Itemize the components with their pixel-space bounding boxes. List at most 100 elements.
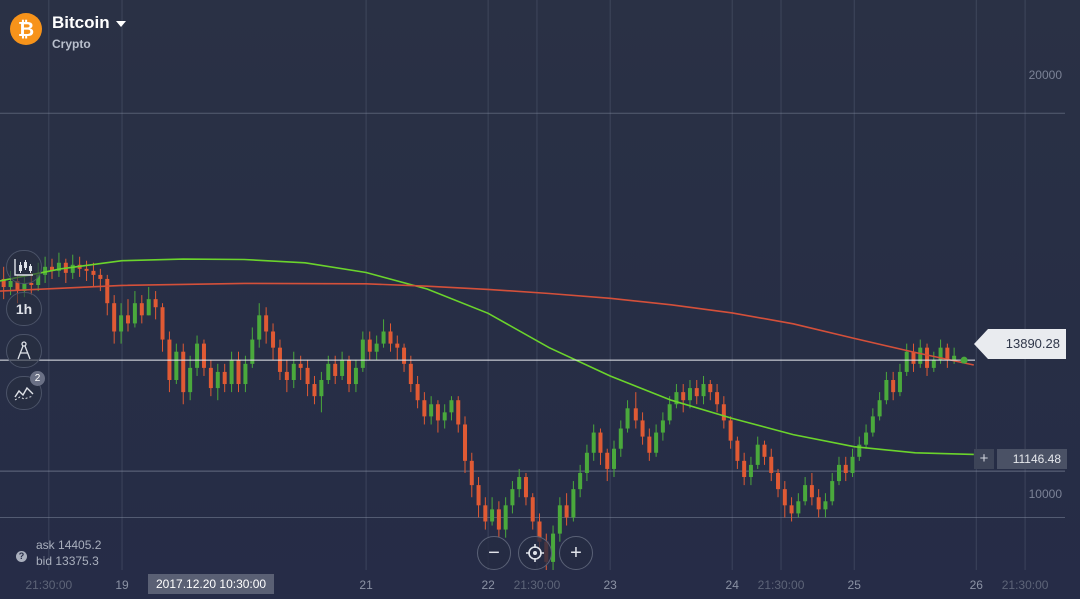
candle-body xyxy=(1,278,6,288)
moving-average-fast-line xyxy=(0,258,974,456)
candle-body xyxy=(584,452,589,473)
candle-body xyxy=(181,351,186,393)
candle-body xyxy=(836,464,841,482)
ask-label: ask xyxy=(36,538,55,552)
candle-body xyxy=(395,343,400,348)
x-tick-label: 24 xyxy=(725,578,739,592)
moving-averages xyxy=(0,258,974,456)
drawing-tools-icon xyxy=(17,341,31,360)
candle-body xyxy=(208,367,213,389)
candle-body xyxy=(15,280,20,292)
chart-grid xyxy=(0,0,1065,570)
candles xyxy=(1,252,957,570)
indicators-button[interactable]: 2 xyxy=(6,371,45,410)
candle-body xyxy=(864,432,869,445)
candle-body xyxy=(340,359,345,376)
moving-average-slow-line xyxy=(0,282,974,366)
candle-body xyxy=(769,456,774,473)
candle-body xyxy=(952,355,957,360)
x-tick-label: 21:30:00 xyxy=(1001,578,1049,592)
candle-body xyxy=(578,472,583,490)
candle-body xyxy=(367,339,372,352)
asset-title-row[interactable]: Bitcoin xyxy=(52,13,126,33)
candle-body xyxy=(91,270,96,275)
drawing-tools-button[interactable] xyxy=(6,334,42,368)
y-tick-label-10000: 10000 xyxy=(1028,487,1062,501)
candle-body xyxy=(762,444,767,457)
candle-body xyxy=(291,363,296,380)
candle-body xyxy=(931,359,936,368)
candle-body xyxy=(402,347,407,364)
candle-body xyxy=(201,343,206,368)
candle-body xyxy=(70,264,75,273)
candle-body xyxy=(625,408,630,429)
candle-body xyxy=(132,303,137,324)
candle-body xyxy=(721,404,726,421)
candle-body xyxy=(803,485,808,502)
candle-body xyxy=(897,371,902,393)
candle-body xyxy=(429,404,434,417)
candle-body xyxy=(496,509,501,530)
candle-body xyxy=(728,420,733,441)
candle-body xyxy=(503,505,508,530)
candle-body xyxy=(222,371,227,385)
candle-body xyxy=(435,404,440,421)
chart-type-button[interactable] xyxy=(6,250,42,284)
candle-body xyxy=(305,367,310,385)
center-chart-button[interactable] xyxy=(518,536,552,570)
candle-body xyxy=(463,424,468,461)
indicators-icon xyxy=(14,386,34,401)
candle-body xyxy=(647,436,652,453)
candle-body xyxy=(748,464,753,478)
candle-body xyxy=(50,266,55,271)
x-tick-label: 21 xyxy=(359,578,373,592)
candle-body xyxy=(945,347,950,360)
candle-body xyxy=(735,440,740,461)
candle-body xyxy=(415,384,420,401)
caret-down-icon[interactable] xyxy=(115,21,126,27)
candle-body xyxy=(29,282,34,285)
bid-value: 13375.3 xyxy=(55,554,99,568)
candle-body xyxy=(715,392,720,405)
candle-body xyxy=(98,274,103,279)
zoom-out-button[interactable]: − xyxy=(477,536,511,570)
x-tick-label: 21:30:00 xyxy=(25,578,73,592)
candle-body xyxy=(353,367,358,385)
candle-body xyxy=(830,481,835,502)
candle-body xyxy=(422,400,427,417)
last-price-dot xyxy=(960,356,968,364)
candle-body xyxy=(591,432,596,453)
x-tick-label: 21:30:00 xyxy=(757,578,805,592)
candle-body xyxy=(36,274,41,285)
candle-body xyxy=(557,505,562,534)
candle-body xyxy=(381,331,386,344)
price-level-tag: + 11146.48 xyxy=(974,449,1067,469)
candle-body xyxy=(84,268,89,271)
zoom-in-button[interactable]: + xyxy=(559,536,593,570)
candle-body xyxy=(843,464,848,473)
candle-body xyxy=(442,412,447,421)
candle-body xyxy=(284,371,289,380)
candle-body xyxy=(146,299,151,316)
candle-body xyxy=(476,485,481,506)
candle-body xyxy=(654,432,659,453)
add-level-button[interactable]: + xyxy=(974,449,994,469)
candle-body xyxy=(250,339,255,364)
left-toolbar: 1h 2 xyxy=(6,250,45,418)
candle-body xyxy=(796,501,801,514)
candlestick-chart-icon xyxy=(14,259,33,276)
asset-selector[interactable]: ₿ Bitcoin Crypto xyxy=(10,13,126,51)
current-price-value: 13890.28 xyxy=(988,329,1066,359)
candle-body xyxy=(160,307,165,340)
timeframe-button[interactable]: 1h xyxy=(6,292,42,326)
candle-body xyxy=(789,505,794,514)
candle-body xyxy=(618,428,623,449)
candle-body xyxy=(870,416,875,433)
candle-body xyxy=(551,533,556,562)
candle-body xyxy=(850,456,855,473)
candle-body xyxy=(816,497,821,510)
candle-body xyxy=(43,266,48,275)
help-icon[interactable]: ? xyxy=(16,551,27,562)
candle-body xyxy=(681,392,686,401)
